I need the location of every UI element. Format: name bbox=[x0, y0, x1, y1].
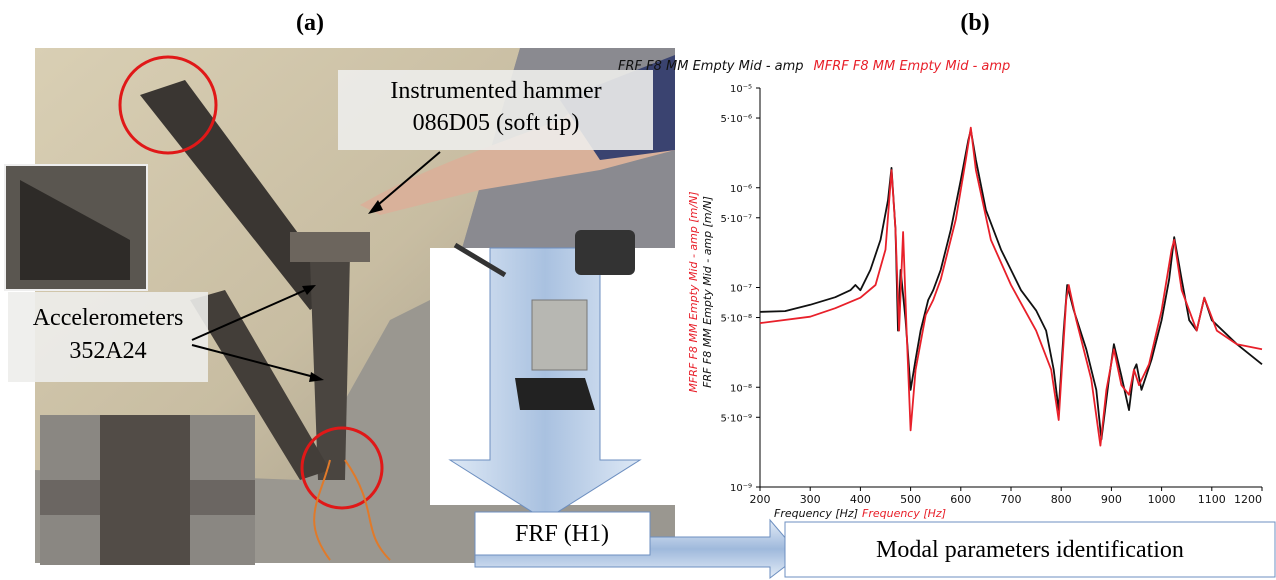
box-label: FRF (H1) bbox=[515, 521, 609, 547]
annotation: Accelerometers bbox=[33, 305, 184, 331]
panel-label: (b) bbox=[960, 10, 989, 36]
x-tick-label: 1200 bbox=[1234, 493, 1262, 506]
x-tick-label: 700 bbox=[1001, 493, 1022, 506]
y-axis-label: FRF F8 MM Empty Mid - amp [m/N] bbox=[701, 196, 714, 388]
y-tick-label: 10⁻⁶ bbox=[730, 184, 752, 195]
annotation: Instrumented hammer bbox=[390, 78, 601, 104]
title-part: FRF F8 MM Empty Mid - amp bbox=[618, 59, 804, 74]
y-tick-label: 5·10⁻⁹ bbox=[720, 413, 752, 424]
chart-title: FRF F8 MM Empty Mid - amp MFRF F8 MM Empt… bbox=[618, 59, 1010, 74]
daq-icon bbox=[532, 300, 587, 370]
y-tick-label: 5·10⁻⁶ bbox=[720, 114, 752, 125]
panel-label: (a) bbox=[296, 10, 324, 36]
x-tick-label: 800 bbox=[1051, 493, 1072, 506]
label-part: Frequency [Hz] bbox=[774, 507, 858, 520]
label-part: Frequency [Hz] bbox=[862, 507, 946, 520]
x-tick-label: 1000 bbox=[1148, 493, 1176, 506]
plot: 10⁻⁵ 5·10⁻⁶ 10⁻⁶ 5·10⁻⁷ 10⁻⁷ 5·10⁻⁸ 10⁻⁸ 5·10⁻⁹… bbox=[720, 84, 1262, 506]
figure: (a) (b) Instrumented hammer 086D05 (soft… bbox=[0, 0, 1276, 580]
x-tick-label: 600 bbox=[950, 493, 971, 506]
laptop-icon bbox=[515, 378, 595, 410]
box-label: Modal parameters identification bbox=[876, 537, 1184, 563]
y-axis-label: MFRF F8 MM Empty Mid - amp [m/N] bbox=[687, 191, 700, 392]
accelerometer-icon bbox=[575, 230, 635, 275]
y-tick-label: 10⁻⁵ bbox=[730, 84, 752, 95]
y-tick-label: 10⁻⁸ bbox=[730, 383, 752, 394]
x-tick-label: 300 bbox=[800, 493, 821, 506]
y-tick-label: 10⁻⁷ bbox=[730, 284, 752, 295]
joint-plate bbox=[290, 232, 370, 262]
inset-detail bbox=[100, 415, 190, 565]
annotation: 086D05 (soft tip) bbox=[413, 110, 580, 136]
y-tick-label: 5·10⁻⁷ bbox=[720, 214, 752, 225]
x-tick-label: 900 bbox=[1101, 493, 1122, 506]
y-tick-label: 5·10⁻⁸ bbox=[720, 314, 752, 325]
x-tick-label: 200 bbox=[750, 493, 771, 506]
annotation: 352A24 bbox=[69, 338, 146, 364]
x-tick-label: 400 bbox=[850, 493, 871, 506]
page: { "figure": { "panel_a": "(a)", "panel_b… bbox=[0, 0, 1276, 580]
series-line bbox=[760, 128, 1262, 446]
x-tick-label: 1100 bbox=[1198, 493, 1226, 506]
title-part: MFRF F8 MM Empty Mid - amp bbox=[814, 59, 1011, 74]
x-tick-label: 500 bbox=[900, 493, 921, 506]
x-axis-label: Frequency [Hz] Frequency [Hz] bbox=[774, 507, 946, 520]
